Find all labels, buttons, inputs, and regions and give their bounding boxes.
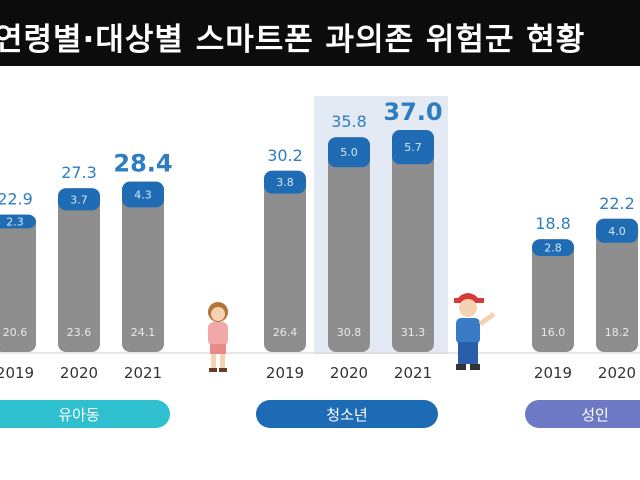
teen-figure-icon [446,284,502,378]
bar-cap-youth-2019 [264,170,306,194]
child-figure-icon [198,298,238,378]
year-label-adult-2020: 2020 [598,364,636,382]
potential-risk-label-adult-2020: 18.2 [605,326,630,339]
potential-risk-label-adult-2019: 16.0 [541,326,566,339]
total-label-youth-2021: 37.0 [383,98,442,126]
total-label-youth-2019: 30.2 [267,146,303,165]
bar-cap-infant-2020 [58,188,100,211]
total-label-infant-2021: 28.4 [113,150,172,178]
high-risk-label-adult-2019: 2.8 [544,242,562,255]
bar-cap-adult-2019 [532,239,574,256]
total-label-youth-2020: 35.8 [331,112,367,131]
bar-adult-2019 [532,239,574,352]
total-label-adult-2020: 22.2 [599,194,635,213]
year-label-youth-2019: 2019 [266,364,304,382]
bar-youth-2019 [264,170,306,352]
bar-adult-2020 [596,218,638,352]
total-label-infant-2020: 27.3 [61,163,97,182]
group-pill-youth: 청소년 [256,400,438,428]
high-risk-label-infant-2021: 4.3 [134,189,152,202]
potential-risk-label-infant-2020: 23.6 [67,326,92,339]
potential-risk-label-youth-2019: 26.4 [273,326,298,339]
group-pill-infant: 유아동 [0,400,170,428]
bar-youth-2021 [392,130,434,352]
bar-infant-2021 [122,181,164,352]
year-label-youth-2020: 2020 [330,364,368,382]
high-risk-label-youth-2019: 3.8 [276,176,294,189]
year-label-infant-2020: 2020 [60,364,98,382]
total-label-adult-2019: 18.8 [535,214,571,233]
year-label-infant-2019: 2019 [0,364,34,382]
high-risk-label-youth-2021: 5.7 [404,141,422,154]
bar-infant-2019 [0,214,36,352]
year-label-adult-2019: 2019 [534,364,572,382]
high-risk-label-infant-2019: 2.3 [6,216,24,229]
bar-cap-adult-2020 [596,218,638,243]
potential-risk-label-youth-2020: 30.8 [337,326,362,339]
total-label-infant-2019: 22.9 [0,190,33,209]
year-label-infant-2021: 2021 [124,364,162,382]
bar-cap-infant-2019 [0,214,36,229]
group-pill-adult: 성인 [525,400,640,428]
bar-cap-youth-2020 [328,137,370,168]
bar-cap-infant-2021 [122,181,164,208]
bar-infant-2020 [58,188,100,352]
year-label-youth-2021: 2021 [394,364,432,382]
high-risk-label-youth-2020: 5.0 [340,146,358,159]
chart-area: 2.3 20.6 22.9 2019 3.7 23.6 27.3 2020 4.3 24.1 28.… [0,96,640,382]
high-risk-label-adult-2020: 4.0 [608,225,626,238]
bar-youth-2020 [328,137,370,352]
title-bar: 연령별·대상별 스마트폰 과의존 위험군 현황 [0,0,640,66]
high-risk-label-infant-2020: 3.7 [70,193,88,206]
potential-risk-label-infant-2021: 24.1 [131,326,156,339]
bar-cap-youth-2021 [392,130,434,165]
potential-risk-label-youth-2021: 31.3 [401,326,426,339]
potential-risk-label-infant-2019: 20.6 [3,326,28,339]
chart-title: 연령별·대상별 스마트폰 과의존 위험군 현황 [0,22,586,58]
